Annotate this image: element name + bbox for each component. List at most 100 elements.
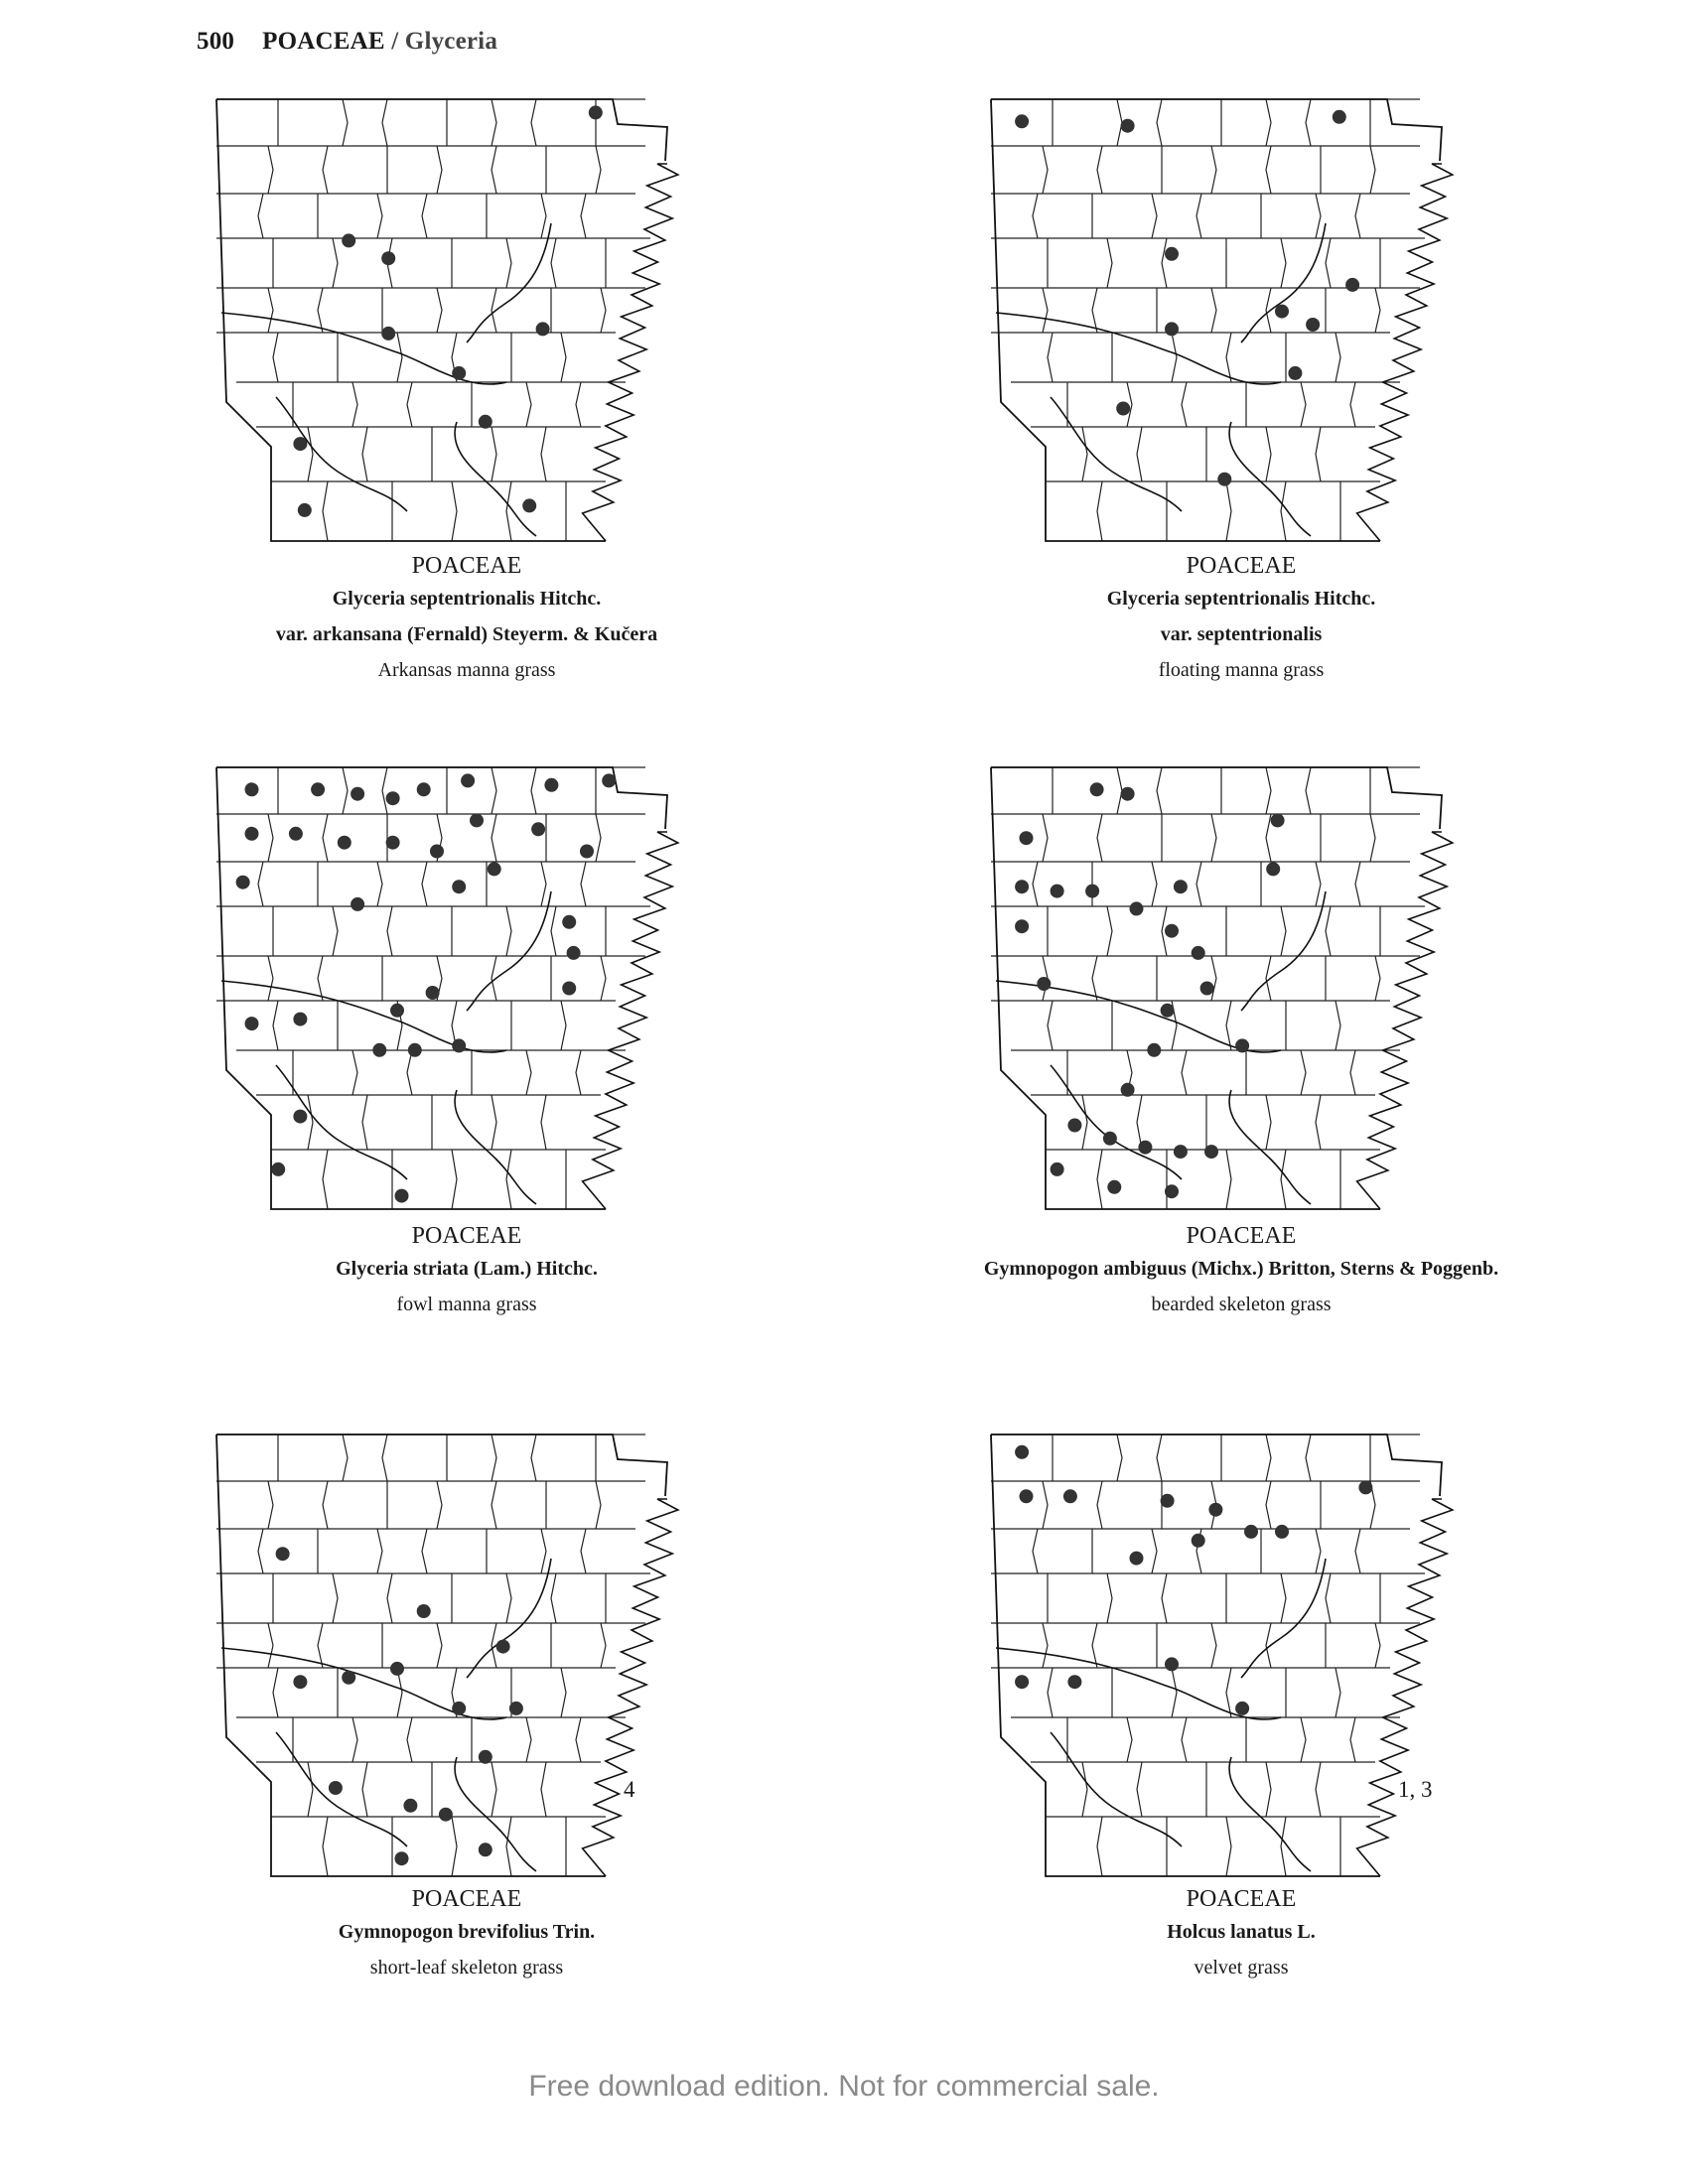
county-record-dot [478, 1749, 492, 1764]
county-record-dot [235, 875, 250, 889]
caption-1: POACEAE Glyceria septentrionalis Hitchc.… [109, 551, 824, 688]
county-record-dot [381, 326, 396, 341]
county-record-dot [1358, 1480, 1373, 1495]
state-outline [215, 766, 668, 1210]
state-county-map [990, 1433, 1455, 1877]
county-record-dot [1067, 1675, 1082, 1690]
county-record-dot [487, 862, 501, 877]
caption-4: POACEAE Gymnopogon ambiguus (Michx.) Bri… [884, 1221, 1599, 1322]
county-record-dot [588, 105, 603, 120]
county-record-dot [1089, 782, 1104, 797]
county-record-dot [275, 1547, 290, 1562]
county-record-dot [1019, 831, 1034, 846]
county-record-dot [293, 437, 308, 452]
county-record-dot [1120, 786, 1135, 801]
county-record-dot [1050, 884, 1064, 898]
county-record-dot [1015, 880, 1030, 894]
county-record-dot [271, 1161, 286, 1176]
page-number: 500 [197, 28, 235, 55]
header-family: POACEAE [262, 28, 385, 55]
county-record-dot [1199, 981, 1214, 996]
county-record-dot [508, 1701, 523, 1715]
map-note: 1, 3 [1398, 1777, 1433, 1802]
county-record-dot [602, 773, 617, 788]
county-record-dot [1015, 919, 1030, 934]
county-record-dot [390, 1661, 404, 1676]
caption-scientific-name: Gymnopogon brevifolius Trin. [338, 1921, 596, 1943]
header-genus: Glyceria [404, 28, 498, 55]
county-record-dot [1266, 862, 1281, 877]
state-outline [990, 766, 1443, 1210]
county-record-dot [531, 822, 546, 837]
county-record-dot [381, 251, 396, 266]
footer-notice: Free download edition. Not for commercia… [528, 2070, 1160, 2103]
county-record-dot [562, 981, 577, 996]
caption-scientific-name-line2: var. septentrionalis [1160, 623, 1323, 645]
county-record-dot [372, 1042, 387, 1057]
county-record-dot [1270, 813, 1285, 828]
county-record-dot [1019, 1489, 1034, 1504]
caption-common-name: fowl manna grass [396, 1294, 537, 1315]
county-record-dot [1165, 322, 1179, 337]
county-record-dot [1204, 1145, 1218, 1160]
caption-scientific-name: Gymnopogon ambiguus (Michx.) Britton, St… [983, 1258, 1499, 1280]
county-record-dot [522, 498, 537, 513]
county-record-dot [1037, 977, 1052, 991]
county-record-dot [407, 1042, 422, 1057]
caption-6: POACEAE Holcus lanatus L. velvet grass [884, 1884, 1599, 1985]
county-record-dot [297, 502, 312, 517]
distribution-map-3 [209, 762, 765, 1210]
county-record-dot [244, 826, 259, 841]
state-outline [215, 1433, 668, 1877]
county-record-dot [1191, 945, 1205, 960]
county-record-dot [1173, 1145, 1188, 1160]
county-record-dot [1160, 1493, 1175, 1508]
county-record-dot [1015, 114, 1030, 129]
county-record-dot [1288, 365, 1303, 380]
distribution-map-1 [209, 94, 765, 542]
county-record-dot [390, 1003, 404, 1018]
county-record-dot [461, 773, 476, 788]
county-record-dot [1116, 401, 1131, 416]
county-record-dot [1129, 1551, 1144, 1566]
county-record-dot [1345, 277, 1360, 292]
county-record-dot [293, 1109, 308, 1124]
mississippi-river-border [1355, 831, 1455, 1210]
caption-2: POACEAE Glyceria septentrionalis Hitchc.… [884, 551, 1599, 688]
county-record-dot [1015, 1444, 1030, 1459]
county-record-dot [1165, 1184, 1179, 1199]
county-record-dot [311, 782, 326, 797]
county-record-dot [293, 1675, 308, 1690]
county-record-dot [452, 1701, 467, 1715]
county-record-dot [1235, 1038, 1250, 1053]
running-header: 500 POACEAE / Glyceria [197, 28, 497, 56]
caption-family: POACEAE [1186, 1223, 1297, 1249]
county-record-dot [1191, 1533, 1205, 1548]
county-record-dot [1129, 901, 1144, 916]
caption-common-name: floating manna grass [1158, 659, 1325, 681]
county-record-dot [580, 844, 594, 859]
county-record-dot [425, 986, 440, 1000]
caption-family: POACEAE [1186, 553, 1297, 579]
mississippi-river-border [581, 831, 680, 1210]
county-record-dot [342, 1670, 356, 1685]
state-outline [990, 98, 1443, 542]
county-record-dot [244, 782, 259, 797]
caption-common-name: velvet grass [1194, 1957, 1289, 1979]
county-record-dot [1102, 1131, 1117, 1146]
county-record-dot [394, 1188, 409, 1203]
county-record-dot [385, 835, 400, 850]
caption-family: POACEAE [411, 1223, 522, 1249]
caption-family: POACEAE [411, 553, 522, 579]
header-separator: / [384, 28, 405, 55]
caption-3: POACEAE Glyceria striata (Lam.) Hitchc. … [109, 1221, 824, 1322]
county-record-dot [328, 1781, 343, 1795]
county-record-dot [1067, 1118, 1082, 1133]
county-record-dot [1275, 304, 1289, 319]
county-record-dot [438, 1807, 453, 1822]
county-record-dot [544, 777, 559, 792]
state-county-map [215, 766, 680, 1210]
state-county-map [990, 98, 1455, 542]
county-record-dot [394, 1851, 409, 1866]
mississippi-river-border [581, 1498, 680, 1877]
